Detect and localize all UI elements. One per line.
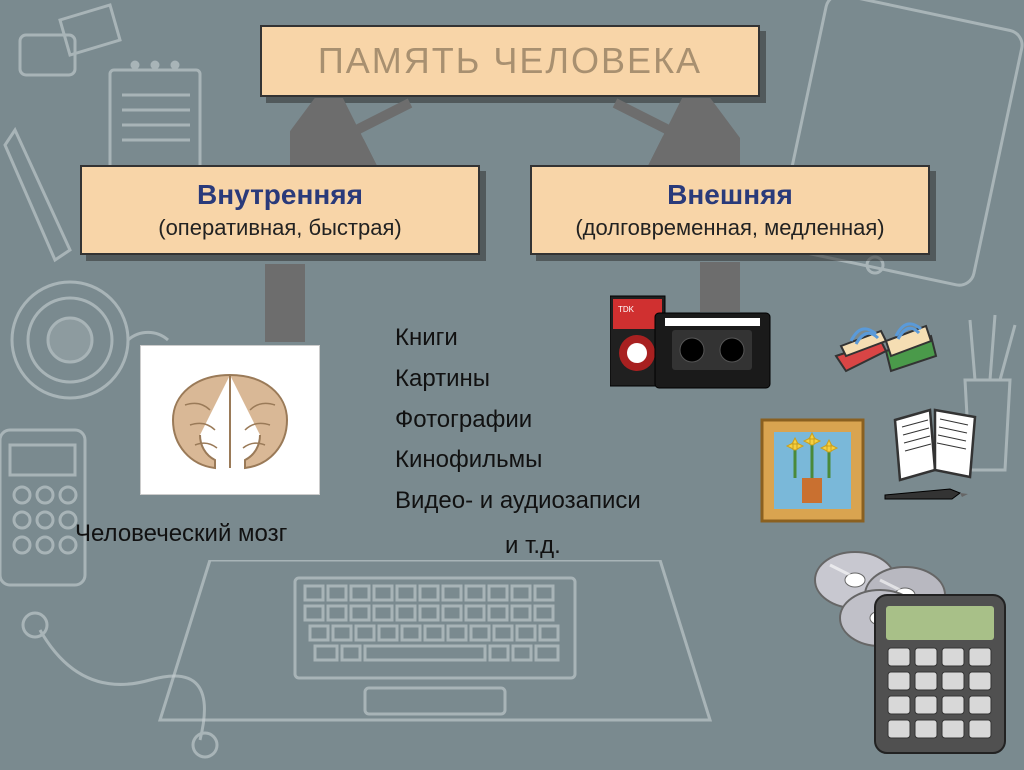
arrow-title-to-right	[600, 98, 740, 168]
example-item: Картины	[395, 359, 641, 400]
brain-caption: Человеческий мозг	[75, 520, 287, 548]
pen-icon	[880, 485, 970, 505]
example-item: Фотографии	[395, 400, 641, 441]
vhs-cassette-icon: TDK	[610, 288, 775, 398]
svg-text:TDK: TDK	[618, 305, 635, 314]
arrow-title-to-left	[290, 98, 430, 168]
open-book-icon	[826, 286, 946, 386]
external-memory-box: Внешняя (долговременная, медленная)	[530, 165, 930, 255]
internal-memory-box: Внутренняя (оперативная, быстрая)	[80, 165, 480, 255]
picture-frame-icon	[760, 418, 865, 523]
internal-heading: Внутренняя	[197, 179, 363, 211]
calculator-icon	[870, 590, 1010, 755]
example-item: Видео- и аудиозаписи	[395, 481, 641, 522]
arrow-left-down	[265, 262, 305, 342]
example-item: Книги	[395, 318, 641, 359]
external-heading: Внешняя	[667, 179, 793, 211]
external-subtitle: (долговременная, медленная)	[575, 215, 884, 241]
brain-image	[140, 345, 320, 495]
internal-subtitle: (оперативная, быстрая)	[158, 215, 401, 241]
example-etc: и т.д.	[505, 526, 641, 567]
example-item: Кинофильмы	[395, 440, 641, 481]
external-examples-list: Книги Картины Фотографии Кинофильмы Виде…	[395, 318, 641, 567]
title-box: Память человека	[260, 25, 760, 97]
brain-icon	[155, 360, 305, 480]
title-text: Память человека	[318, 40, 702, 82]
notebook-icon	[880, 395, 990, 495]
laptop-doodle	[150, 560, 720, 770]
